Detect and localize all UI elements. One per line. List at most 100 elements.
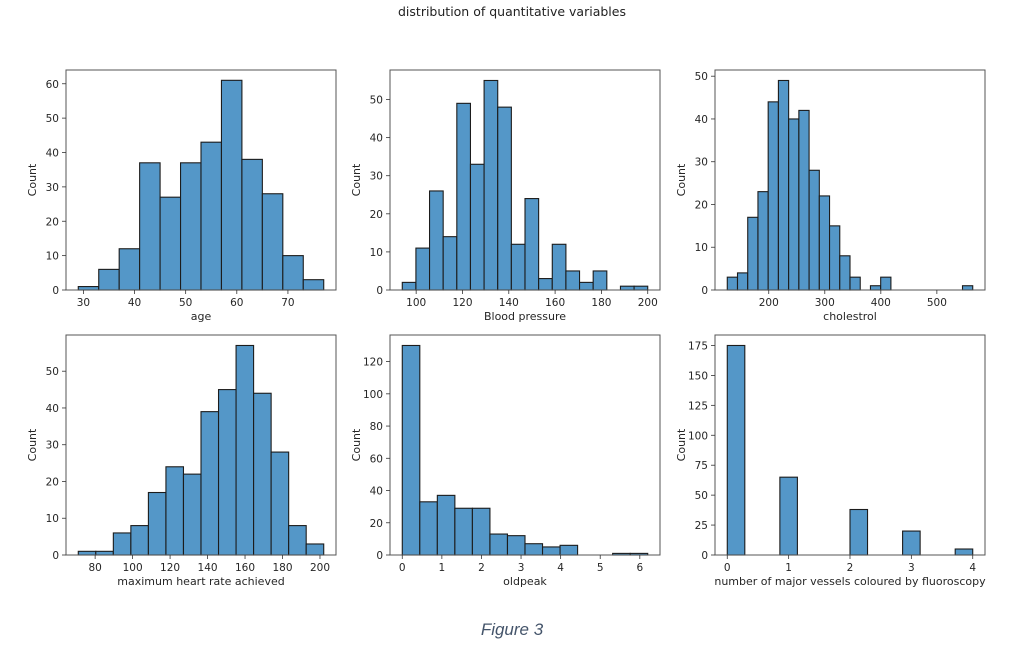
y-tick-label: 50 bbox=[695, 71, 708, 83]
histogram-bar bbox=[541, 546, 561, 556]
histogram-bar bbox=[818, 195, 831, 291]
histogram-bar bbox=[538, 278, 553, 291]
histogram-bar bbox=[77, 550, 97, 556]
histogram-bar bbox=[565, 270, 581, 291]
histogram-bar bbox=[302, 279, 325, 291]
histogram-bar bbox=[469, 163, 485, 291]
histogram-bar bbox=[902, 530, 921, 556]
histogram-bar bbox=[524, 543, 544, 556]
y-tick-label: 40 bbox=[695, 114, 708, 126]
x-tick-label: 180 bbox=[591, 297, 611, 309]
x-axis-label: oldpeak bbox=[503, 575, 547, 588]
histogram-bar bbox=[95, 550, 114, 556]
histogram-bar bbox=[849, 276, 861, 291]
histogram-bar bbox=[220, 79, 243, 291]
y-tick-label: 40 bbox=[46, 403, 59, 415]
x-tick-label: 140 bbox=[499, 297, 519, 309]
x-tick-label: 60 bbox=[230, 297, 243, 309]
y-tick-label: 10 bbox=[695, 242, 708, 254]
histogram-bar bbox=[559, 544, 579, 556]
y-tick-label: 30 bbox=[370, 171, 383, 183]
y-tick-label: 30 bbox=[695, 157, 708, 169]
histogram-bar bbox=[165, 466, 185, 556]
histogram-bar bbox=[305, 543, 325, 556]
x-tick-label: 50 bbox=[179, 297, 192, 309]
y-tick-label: 40 bbox=[370, 486, 383, 498]
x-tick-label: 70 bbox=[281, 297, 294, 309]
histogram-bar bbox=[118, 248, 141, 291]
subplot-age: 30 40 50 60 70 0 10 20 30 40 50 60 age Count bbox=[26, 69, 337, 323]
histogram-bar bbox=[839, 255, 851, 291]
histogram-bar bbox=[419, 501, 438, 556]
y-tick-label: 60 bbox=[46, 79, 59, 91]
histogram-bar bbox=[139, 162, 161, 291]
histogram-bar bbox=[241, 158, 263, 291]
y-tick-label: 175 bbox=[688, 340, 708, 352]
x-tick-label: 40 bbox=[128, 297, 141, 309]
subplot-blood-pressure: 100 120 140 160 180 200 0 10 20 30 40 50 Blood press… bbox=[350, 69, 661, 323]
histogram-bar bbox=[757, 191, 769, 291]
y-tick-label: 20 bbox=[370, 518, 383, 530]
figure-title: distribution of quantitative variables bbox=[398, 4, 626, 19]
histogram-bar bbox=[454, 507, 473, 556]
histogram-bar bbox=[779, 476, 798, 556]
x-tick-label: 1 bbox=[439, 562, 446, 574]
histogram-bar bbox=[483, 79, 499, 291]
x-axis-label: age bbox=[191, 310, 212, 323]
histogram-bar bbox=[788, 118, 800, 291]
y-tick-label: 75 bbox=[695, 460, 708, 472]
histogram-bar bbox=[777, 79, 790, 291]
histogram-bar bbox=[200, 141, 223, 291]
histogram-bar bbox=[849, 508, 869, 556]
x-tick-label: 400 bbox=[871, 297, 891, 309]
histogram-bar bbox=[288, 525, 307, 556]
x-tick-label: 1 bbox=[785, 562, 792, 574]
histogram-bar bbox=[489, 533, 509, 556]
x-tick-label: 100 bbox=[406, 297, 426, 309]
y-tick-label: 10 bbox=[46, 251, 59, 263]
y-tick-label: 50 bbox=[695, 490, 708, 502]
histogram-bar bbox=[828, 225, 841, 291]
histogram-bar bbox=[808, 169, 820, 291]
histogram-bar bbox=[217, 389, 237, 556]
x-tick-label: 0 bbox=[399, 562, 406, 574]
axes-frame bbox=[389, 334, 661, 556]
subplot-major-vessels: 0 1 2 3 4 0 25 50 75 100 125 150 175 number of major … bbox=[675, 334, 986, 588]
histogram-bar bbox=[401, 344, 421, 556]
y-axis-label: Count bbox=[675, 428, 688, 461]
x-tick-label: 2 bbox=[847, 562, 854, 574]
histogram-bar bbox=[726, 344, 746, 556]
y-tick-label: 0 bbox=[376, 285, 383, 297]
y-tick-label: 20 bbox=[46, 216, 59, 228]
histogram-bar bbox=[270, 451, 290, 556]
histogram-bar bbox=[510, 243, 526, 291]
histogram-bar bbox=[98, 268, 120, 291]
y-tick-label: 150 bbox=[688, 370, 708, 382]
histogram-bar bbox=[253, 392, 272, 556]
y-tick-label: 20 bbox=[370, 209, 383, 221]
y-tick-label: 30 bbox=[46, 182, 59, 194]
y-tick-label: 0 bbox=[376, 550, 383, 562]
x-tick-label: 200 bbox=[310, 562, 330, 574]
histogram-bar bbox=[767, 101, 779, 291]
y-tick-label: 100 bbox=[688, 430, 708, 442]
x-axis-label: cholestrol bbox=[823, 310, 877, 323]
histogram-bar bbox=[736, 272, 749, 291]
x-axis-label: maximum heart rate achieved bbox=[117, 575, 284, 588]
x-tick-label: 2 bbox=[478, 562, 485, 574]
histogram-bar bbox=[436, 494, 456, 556]
x-tick-label: 3 bbox=[908, 562, 915, 574]
x-tick-label: 100 bbox=[123, 562, 143, 574]
y-tick-label: 0 bbox=[701, 285, 708, 297]
x-axis-label: Blood pressure bbox=[484, 310, 566, 323]
y-axis-label: Count bbox=[26, 428, 39, 461]
histogram-bar bbox=[551, 243, 567, 291]
histogram-bar bbox=[954, 548, 974, 556]
y-tick-label: 0 bbox=[701, 550, 708, 562]
histogram-bar bbox=[200, 411, 220, 556]
x-tick-label: 6 bbox=[636, 562, 643, 574]
x-axis-label: number of major vessels coloured by fluo… bbox=[714, 575, 986, 588]
histogram-bar bbox=[747, 216, 759, 291]
histogram-bar bbox=[147, 491, 167, 556]
x-tick-label: 500 bbox=[927, 297, 947, 309]
